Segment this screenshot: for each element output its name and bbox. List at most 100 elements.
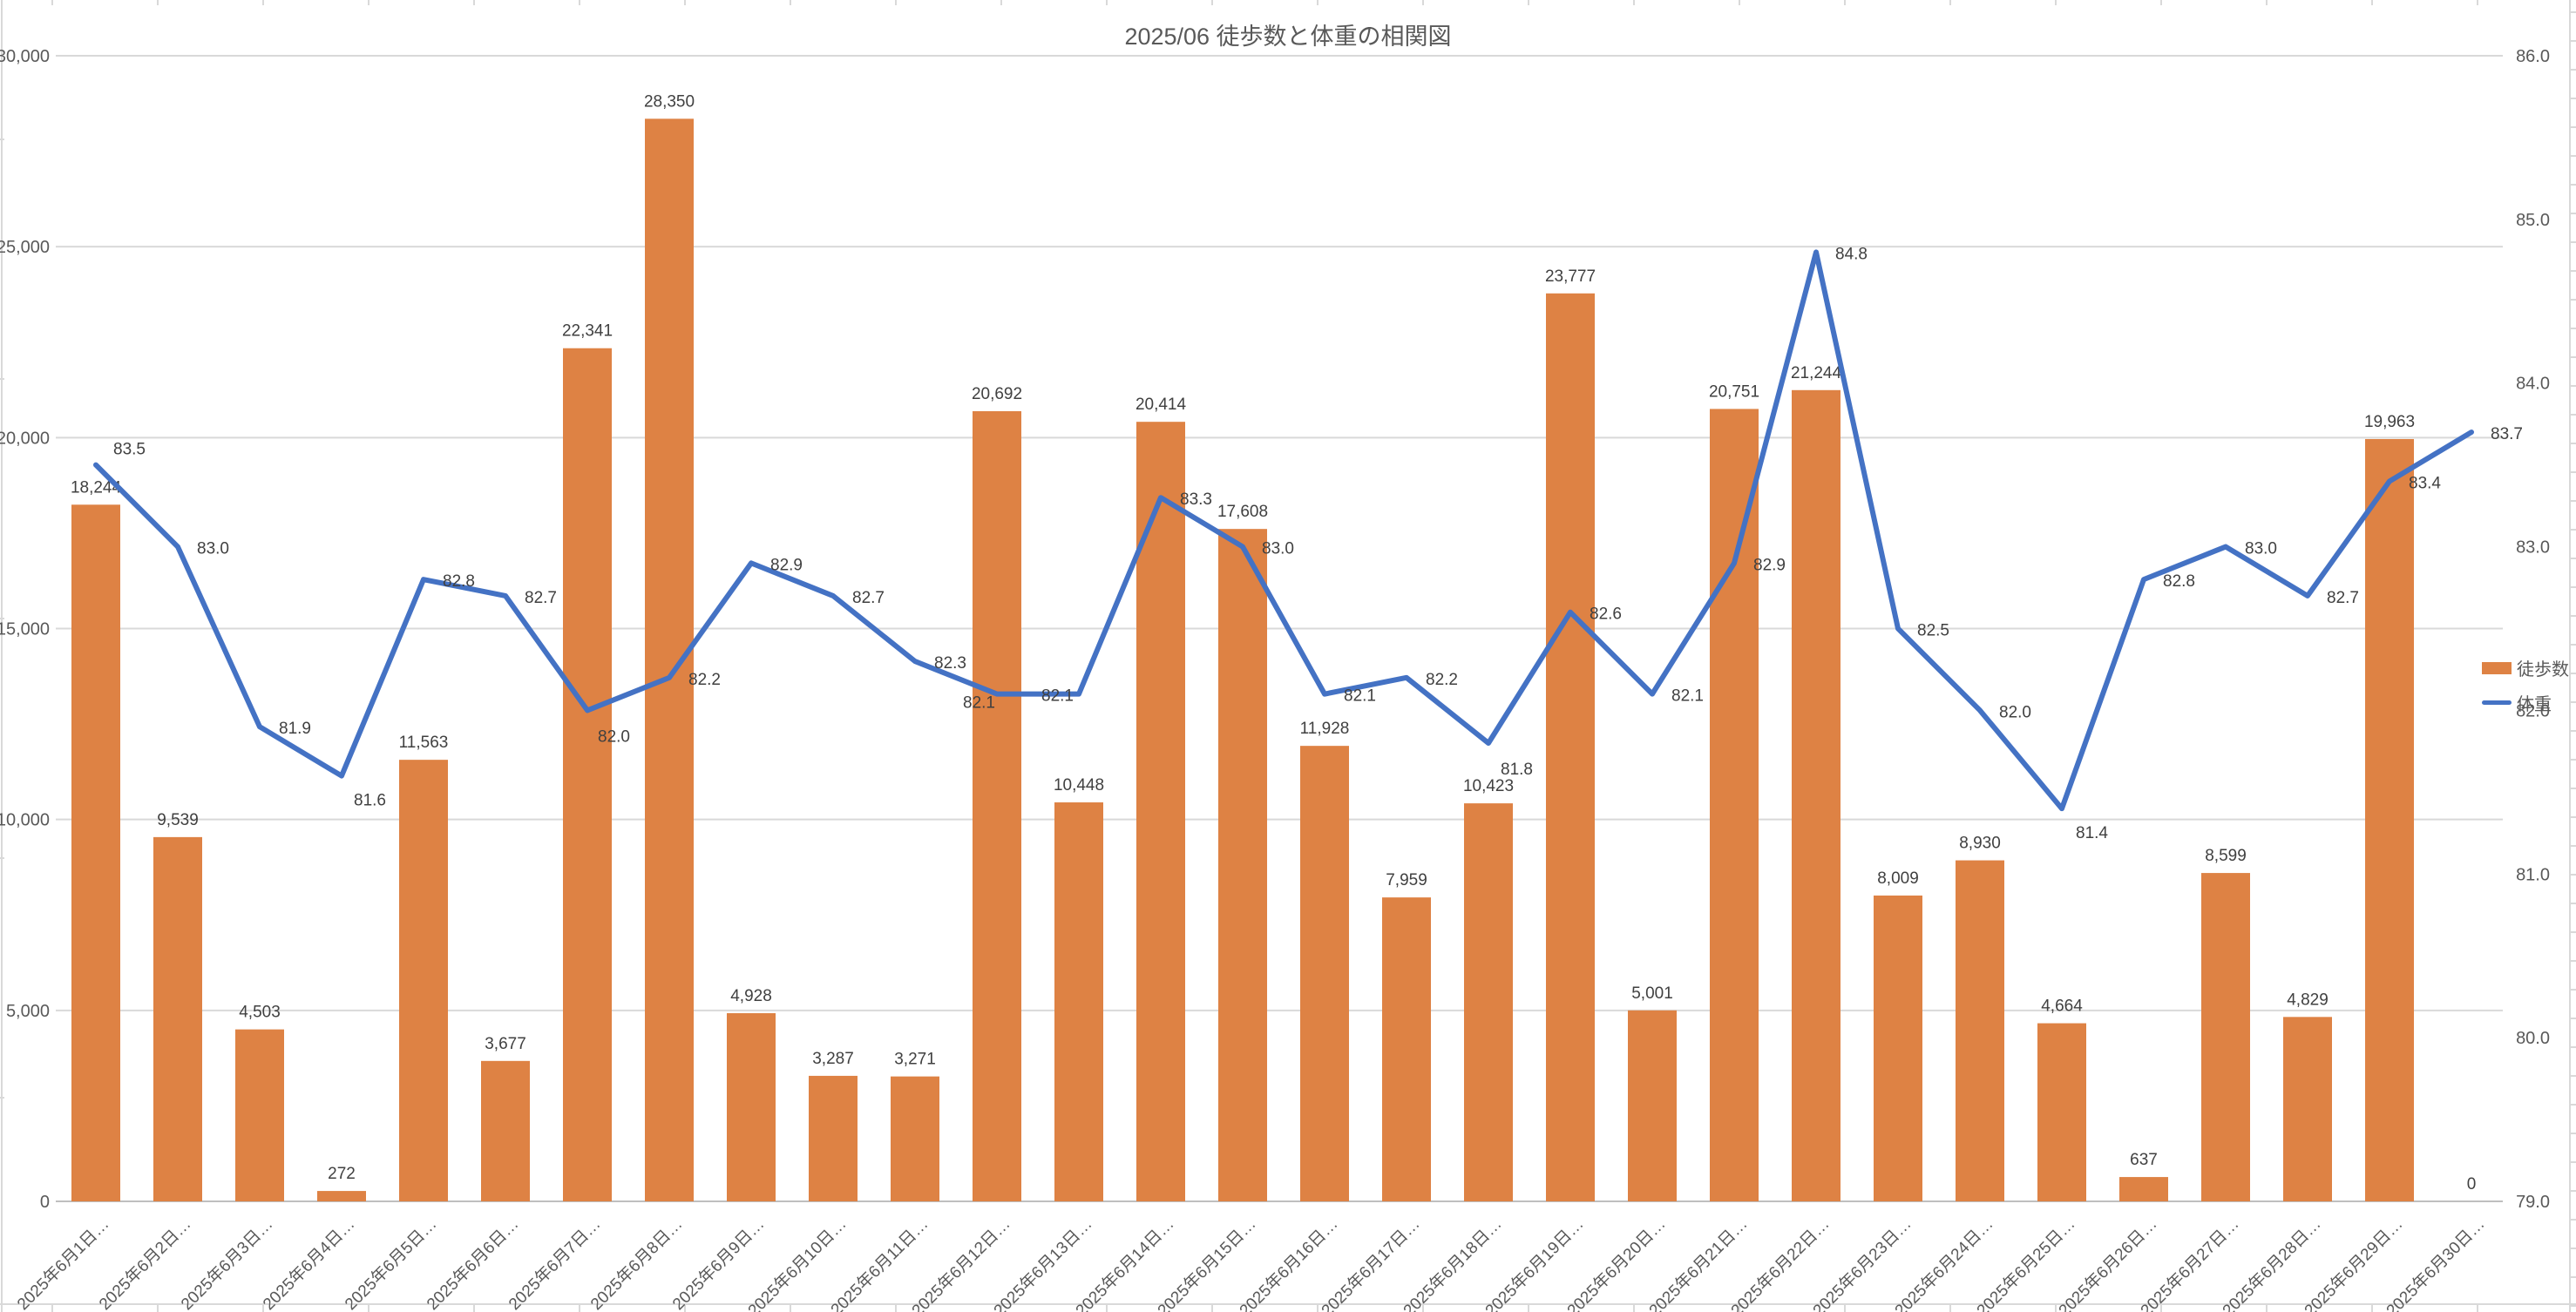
steps-bar[interactable] bbox=[481, 1060, 530, 1201]
line-value-label: 84.8 bbox=[1835, 245, 1868, 263]
bar-value-label: 4,829 bbox=[2287, 991, 2329, 1009]
steps-bar[interactable] bbox=[317, 1191, 366, 1201]
bar-value-label: 20,692 bbox=[972, 385, 1022, 403]
line-value-label: 82.1 bbox=[1671, 687, 1704, 706]
steps-bar[interactable] bbox=[891, 1076, 939, 1201]
steps-bar[interactable] bbox=[1382, 897, 1431, 1201]
line-value-label: 82.0 bbox=[598, 727, 630, 746]
right-axis-labels: 86.0 85.0 84.0 83.0 82.0 81.0 80.0 79.0 bbox=[2516, 47, 2550, 1212]
left-axis-tick-label: 0 bbox=[40, 1193, 50, 1212]
line-value-label: 81.6 bbox=[354, 792, 386, 810]
category-tick-label: 2025年6月1日… bbox=[13, 1214, 112, 1312]
steps-bar[interactable] bbox=[1874, 895, 1922, 1201]
line-value-label: 82.7 bbox=[852, 589, 885, 607]
steps-bar-labels: 18,244 9,539 4,503 272 11,563 3,677 22,341 28,3… bbox=[71, 92, 2476, 1194]
bar-value-label: 8,599 bbox=[2205, 847, 2247, 865]
steps-bar[interactable] bbox=[153, 836, 202, 1201]
legend-item-steps[interactable]: 徒歩数 bbox=[2482, 655, 2569, 680]
legend-label-steps: 徒歩数 bbox=[2517, 660, 2569, 680]
chart-legend: 徒歩数 体重 bbox=[2482, 655, 2569, 715]
steps-bar[interactable] bbox=[2037, 1023, 2086, 1201]
steps-bar[interactable] bbox=[1546, 293, 1595, 1201]
line-value-label: 83.7 bbox=[2491, 425, 2523, 443]
bar-value-label: 3,287 bbox=[812, 1050, 854, 1068]
bar-value-label: 272 bbox=[328, 1165, 356, 1183]
category-axis-labels: 2025年6月1日…2025年6月2日…2025年6月3日…2025年6月4日…… bbox=[13, 1214, 2488, 1312]
left-axis-tick-label: 20,000 bbox=[0, 429, 50, 448]
bar-value-label: 20,751 bbox=[1709, 382, 1759, 401]
bar-value-label: 11,928 bbox=[1300, 720, 1350, 738]
bar-value-label: 18,244 bbox=[71, 478, 122, 497]
bar-value-label: 8,009 bbox=[1877, 869, 1919, 888]
steps-bar[interactable] bbox=[1136, 422, 1185, 1201]
line-value-label: 82.9 bbox=[770, 556, 803, 574]
steps-bar[interactable] bbox=[973, 411, 1021, 1201]
line-value-label: 82.9 bbox=[1753, 556, 1786, 574]
steps-bar[interactable] bbox=[1300, 746, 1349, 1201]
bar-value-label: 3,677 bbox=[485, 1035, 526, 1053]
chart-title: 2025/06 徒歩数と体重の相関図 bbox=[1124, 24, 1452, 50]
weight-series-swatch-icon bbox=[2482, 700, 2512, 705]
steps-bar[interactable] bbox=[809, 1075, 858, 1201]
left-axis-tick-label: 30,000 bbox=[0, 47, 50, 66]
steps-bar[interactable] bbox=[563, 348, 612, 1202]
bar-value-label: 28,350 bbox=[644, 92, 695, 111]
steps-bar[interactable] bbox=[645, 118, 694, 1202]
bar-value-label: 10,448 bbox=[1054, 776, 1104, 795]
steps-bar[interactable] bbox=[727, 1012, 776, 1201]
bar-value-label: 20,414 bbox=[1135, 396, 1187, 414]
left-axis-tick-label: 25,000 bbox=[0, 238, 50, 257]
line-value-label: 83.0 bbox=[1262, 540, 1294, 558]
bar-value-label: 8,930 bbox=[1959, 835, 2001, 853]
left-axis-tick-label: 5,000 bbox=[6, 1002, 50, 1021]
bar-value-label: 23,777 bbox=[1545, 267, 1596, 286]
steps-bar[interactable] bbox=[235, 1029, 284, 1201]
steps-bar[interactable] bbox=[1956, 860, 2004, 1201]
line-value-label: 82.2 bbox=[1426, 671, 1458, 689]
right-axis-tick-label: 83.0 bbox=[2516, 538, 2550, 558]
line-value-label: 81.4 bbox=[2076, 824, 2108, 842]
right-axis-tick-label: 81.0 bbox=[2516, 865, 2550, 884]
steps-bar[interactable] bbox=[1218, 529, 1267, 1201]
steps-bar[interactable] bbox=[1628, 1010, 1677, 1201]
steps-bar[interactable] bbox=[2283, 1017, 2332, 1201]
steps-bar[interactable] bbox=[2201, 873, 2250, 1201]
bar-value-label: 3,271 bbox=[894, 1051, 936, 1069]
bar-value-label: 4,928 bbox=[730, 987, 772, 1005]
right-axis-tick-label: 86.0 bbox=[2516, 47, 2550, 66]
bar-value-label: 5,001 bbox=[1631, 984, 1673, 1003]
line-value-label: 82.8 bbox=[2163, 572, 2195, 591]
bar-value-label: 637 bbox=[2130, 1151, 2158, 1169]
steps-bar[interactable] bbox=[1464, 803, 1513, 1201]
right-axis-tick-label: 84.0 bbox=[2516, 375, 2550, 394]
line-value-label: 83.0 bbox=[197, 540, 229, 558]
steps-bar[interactable] bbox=[1710, 409, 1759, 1201]
line-value-label: 82.8 bbox=[443, 572, 475, 591]
left-axis-labels: 30,000 25,000 20,000 15,000 10,000 5,000 0 bbox=[0, 47, 50, 1212]
bar-value-label: 0 bbox=[2467, 1175, 2477, 1194]
legend-item-weight[interactable]: 体重 bbox=[2482, 690, 2569, 715]
weight-line[interactable] bbox=[93, 249, 2474, 812]
steps-bar[interactable] bbox=[1792, 389, 1840, 1201]
left-axis-tick-label: 15,000 bbox=[0, 620, 50, 639]
right-axis-tick-label: 82.0 bbox=[2516, 701, 2550, 720]
right-axis-tick-label: 80.0 bbox=[2516, 1029, 2550, 1048]
bar-value-label: 19,963 bbox=[2364, 413, 2415, 431]
weight-line-labels: 83.5 83.0 81.9 81.6 82.8 82.7 82.0 82.2 82.9 82.7… bbox=[113, 245, 2523, 842]
right-axis-tick-label: 79.0 bbox=[2516, 1193, 2550, 1212]
line-value-label: 83.0 bbox=[2245, 540, 2277, 558]
line-value-label: 82.6 bbox=[1590, 605, 1622, 624]
steps-bar[interactable] bbox=[1054, 802, 1103, 1201]
right-axis-tick-label: 85.0 bbox=[2516, 211, 2550, 230]
line-value-label: 81.8 bbox=[1501, 761, 1533, 779]
steps-bar[interactable] bbox=[71, 504, 120, 1201]
bar-value-label: 10,423 bbox=[1463, 777, 1514, 795]
steps-bar[interactable] bbox=[2119, 1177, 2168, 1201]
bar-value-label: 7,959 bbox=[1386, 871, 1427, 889]
steps-bar[interactable] bbox=[2365, 438, 2414, 1201]
line-value-label: 82.5 bbox=[1917, 622, 1949, 640]
steps-bar[interactable] bbox=[399, 760, 448, 1201]
